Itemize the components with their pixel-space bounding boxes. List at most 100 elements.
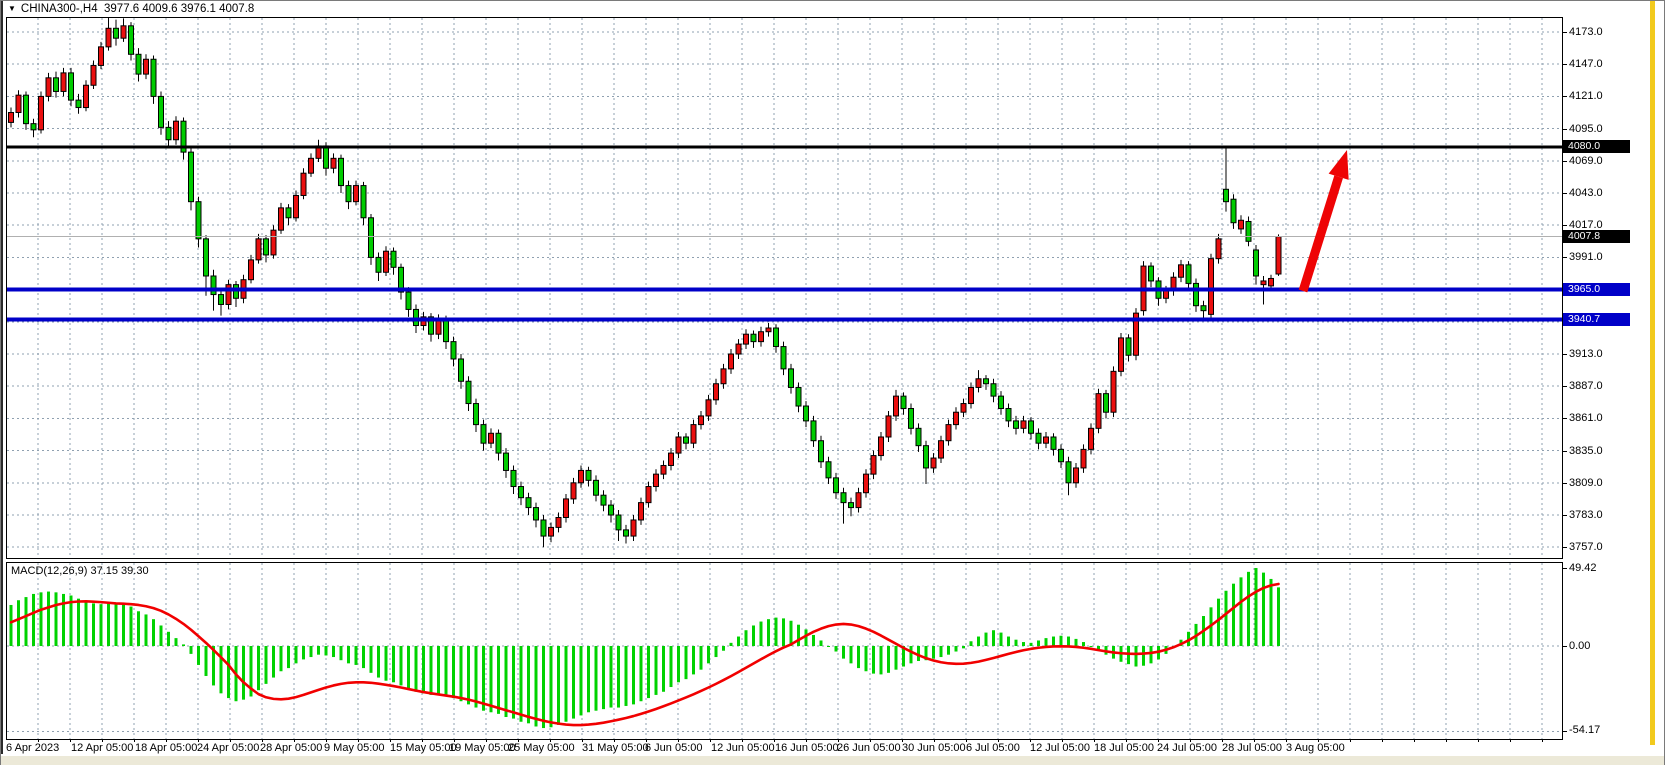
candle	[488, 428, 494, 449]
macd-histogram-bar	[617, 646, 620, 708]
candle-body-bull	[1133, 312, 1139, 356]
time-axis[interactable]: 6 Apr 2023 12 Apr 05:00 18 Apr 05:00 24 Apr…	[1, 742, 1661, 756]
macd-histogram-bar	[602, 646, 605, 710]
candle-body-bear	[503, 452, 509, 471]
candle	[720, 363, 727, 389]
candle-body-bear	[810, 420, 817, 442]
candle	[428, 313, 434, 342]
macd-tick-label: -54.17	[1569, 724, 1601, 736]
candle-body-bull	[15, 94, 22, 114]
price-tick-label: 3887.0	[1569, 380, 1603, 393]
time-tick	[1190, 739, 1191, 742]
macd-histogram-bar	[1089, 646, 1093, 647]
candle-body-bull	[1275, 236, 1282, 275]
price-tick-dash	[1562, 193, 1567, 194]
macd-histogram-bar	[512, 646, 515, 719]
macd-histogram-bar	[909, 646, 913, 664]
candle-body-bull	[675, 436, 682, 454]
macd-histogram-bar	[129, 606, 133, 646]
macd-histogram-bar	[714, 646, 718, 658]
candle-body-bear	[413, 308, 419, 327]
macd-histogram-bar	[17, 600, 20, 646]
macd-panel[interactable]: MACD(12,26,9) 37.15 39.30	[6, 562, 1563, 740]
candle	[308, 153, 314, 177]
macd-histogram-bar	[999, 632, 1003, 646]
candle	[68, 67, 74, 107]
candle	[683, 433, 689, 450]
macd-histogram-bar	[369, 646, 373, 673]
price-tick-dash	[1562, 257, 1567, 259]
candle	[855, 487, 862, 513]
macd-histogram-bar	[984, 632, 988, 646]
candle-body-bull	[248, 259, 254, 281]
candle	[630, 515, 637, 542]
candle-body-bull	[45, 77, 52, 97]
candle-body-bull	[1043, 436, 1049, 444]
candle-body-bear	[113, 27, 119, 39]
candle-body-bull	[945, 424, 952, 442]
candle-body-bear	[150, 58, 157, 97]
time-label: 28 Jul 05:00	[1222, 742, 1282, 754]
macd-histogram-bar	[572, 646, 575, 719]
macd-histogram-bar	[872, 646, 875, 674]
price-tick-dash	[1562, 547, 1567, 549]
macd-histogram-bar	[1052, 636, 1055, 646]
candle-body-bull	[713, 383, 719, 401]
price-tick-label: 3835.0	[1569, 444, 1603, 457]
price-chart-panel[interactable]	[6, 17, 1563, 559]
macd-histogram-bar	[354, 646, 358, 665]
candle	[218, 288, 224, 316]
macd-tick-dash	[1562, 646, 1567, 647]
price-tick-label: 4069.0	[1569, 154, 1603, 167]
price-tick-label: 4017.0	[1569, 219, 1603, 232]
macd-histogram-bar	[107, 603, 110, 646]
macd-histogram-bar	[789, 620, 793, 646]
macd-histogram-bar	[272, 646, 275, 678]
macd-histogram-bar	[917, 646, 920, 661]
macd-histogram-bar	[159, 625, 163, 646]
time-label: 6 Apr 2023	[6, 742, 60, 754]
candle-body-bear	[683, 436, 689, 444]
candle-body-bear	[518, 486, 524, 499]
macd-histogram-bar	[632, 646, 635, 705]
candle-body-bull	[758, 331, 764, 343]
candle	[518, 481, 524, 506]
time-label: 30 Jun 05:00	[902, 742, 966, 754]
candle-body-bear	[1005, 408, 1012, 422]
candle-body-bear	[600, 494, 607, 506]
candle	[398, 263, 404, 300]
macd-histogram-bar	[647, 646, 650, 699]
candle	[150, 55, 157, 104]
candle	[593, 475, 599, 502]
price-chart-svg[interactable]	[7, 18, 1562, 558]
candle-body-bear	[195, 201, 202, 240]
arrow-annotation	[1298, 150, 1349, 293]
price-tick-dash	[1562, 225, 1567, 227]
macd-histogram-bar	[1149, 646, 1153, 664]
candle-body-bear	[23, 94, 29, 125]
macd-histogram-bar	[707, 646, 710, 664]
candle	[375, 252, 382, 281]
candle	[105, 18, 112, 51]
candle-body-bull	[878, 436, 884, 457]
candle	[930, 453, 937, 473]
candle	[143, 54, 149, 80]
time-label: 28 Apr 05:00	[260, 742, 323, 754]
macd-histogram-bar	[759, 621, 763, 646]
macd-histogram-bar	[962, 646, 965, 649]
macd-histogram-bar	[497, 646, 500, 714]
candle-body-bear	[443, 318, 449, 343]
macd-histogram-bar	[339, 646, 343, 661]
current-price-label: 4007.8	[1563, 229, 1630, 243]
macd-chart-svg[interactable]	[7, 563, 1562, 739]
time-tick	[1222, 739, 1223, 742]
candle	[1230, 194, 1237, 229]
macd-histogram-bar	[77, 598, 80, 646]
candle-body-bull	[885, 415, 892, 438]
macd-histogram-bar	[504, 646, 508, 718]
candle	[1208, 253, 1214, 321]
time-tick	[390, 739, 391, 742]
symbol-dropdown-icon[interactable]: ▼	[8, 4, 16, 13]
candle	[1020, 415, 1027, 434]
candle	[233, 280, 239, 307]
